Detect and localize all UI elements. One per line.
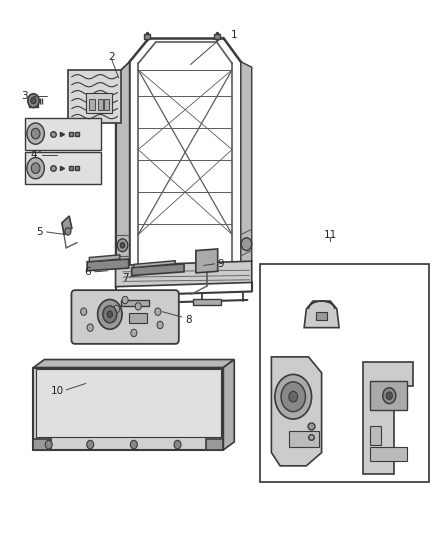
- Bar: [214, 34, 220, 39]
- Text: 3: 3: [21, 91, 28, 101]
- Polygon shape: [62, 216, 72, 235]
- Polygon shape: [272, 357, 321, 466]
- Bar: [104, 99, 110, 110]
- Text: 9: 9: [218, 259, 225, 269]
- Circle shape: [27, 123, 44, 144]
- Polygon shape: [116, 62, 130, 266]
- Bar: [89, 99, 95, 110]
- Circle shape: [122, 296, 128, 304]
- Circle shape: [386, 392, 392, 399]
- Circle shape: [131, 440, 138, 449]
- Circle shape: [87, 324, 93, 332]
- Circle shape: [135, 303, 141, 310]
- Circle shape: [174, 440, 181, 449]
- Circle shape: [241, 238, 252, 251]
- Bar: [130, 313, 147, 324]
- Bar: [144, 34, 150, 39]
- Bar: [25, 118, 101, 150]
- Polygon shape: [87, 259, 129, 271]
- Polygon shape: [33, 360, 234, 368]
- Polygon shape: [241, 62, 252, 266]
- Circle shape: [87, 440, 94, 449]
- Circle shape: [27, 158, 44, 179]
- Circle shape: [103, 306, 117, 323]
- Text: 2: 2: [109, 52, 115, 61]
- Bar: [86, 93, 112, 114]
- Circle shape: [65, 228, 71, 235]
- Polygon shape: [89, 255, 120, 262]
- Bar: [261, 264, 428, 482]
- Polygon shape: [196, 249, 218, 273]
- Text: 1: 1: [231, 30, 237, 41]
- Circle shape: [120, 243, 125, 248]
- Circle shape: [383, 387, 396, 403]
- FancyBboxPatch shape: [71, 290, 179, 344]
- Circle shape: [31, 128, 40, 139]
- Circle shape: [157, 321, 163, 329]
- Bar: [289, 431, 319, 447]
- Circle shape: [98, 300, 122, 329]
- Bar: [25, 152, 101, 184]
- Text: 4: 4: [30, 150, 37, 160]
- Polygon shape: [304, 301, 339, 328]
- Text: 5: 5: [37, 227, 43, 237]
- Bar: [98, 99, 103, 110]
- Polygon shape: [223, 360, 234, 450]
- Circle shape: [31, 98, 36, 104]
- Bar: [370, 447, 407, 461]
- Circle shape: [113, 305, 120, 313]
- Circle shape: [28, 94, 39, 108]
- Bar: [121, 300, 149, 306]
- Polygon shape: [363, 362, 413, 474]
- Text: 8: 8: [185, 314, 192, 325]
- Circle shape: [281, 382, 305, 411]
- Text: 7: 7: [122, 273, 128, 283]
- Polygon shape: [132, 264, 184, 276]
- Circle shape: [31, 163, 40, 173]
- Text: 11: 11: [324, 230, 337, 240]
- Polygon shape: [134, 261, 175, 268]
- Circle shape: [289, 391, 297, 402]
- Bar: [68, 70, 121, 123]
- Bar: [193, 299, 221, 305]
- Polygon shape: [33, 368, 223, 450]
- Bar: [29, 98, 38, 107]
- Circle shape: [117, 239, 128, 252]
- Circle shape: [131, 329, 137, 337]
- Circle shape: [155, 308, 161, 316]
- Bar: [206, 439, 223, 450]
- Bar: [33, 439, 51, 450]
- Bar: [370, 426, 381, 445]
- Circle shape: [107, 311, 113, 318]
- Bar: [370, 381, 407, 410]
- Bar: [35, 369, 221, 437]
- Circle shape: [81, 308, 87, 316]
- Circle shape: [45, 440, 52, 449]
- Circle shape: [275, 374, 311, 419]
- Text: 10: 10: [51, 386, 64, 397]
- Polygon shape: [116, 261, 252, 287]
- Bar: [316, 312, 327, 320]
- Text: 6: 6: [85, 267, 92, 277]
